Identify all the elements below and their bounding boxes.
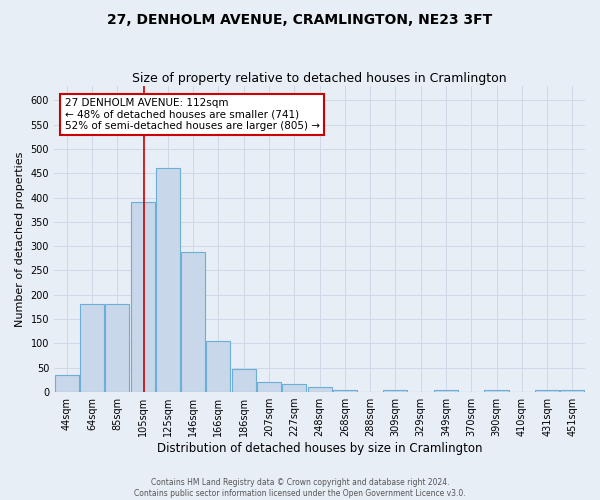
Text: Contains HM Land Registry data © Crown copyright and database right 2024.
Contai: Contains HM Land Registry data © Crown c… [134,478,466,498]
Bar [383,390,407,392]
Bar [131,202,155,392]
Bar [282,384,306,392]
Bar [257,382,281,392]
Bar [232,368,256,392]
Bar [308,387,332,392]
Bar [80,304,104,392]
Bar [484,390,509,392]
Bar [206,341,230,392]
X-axis label: Distribution of detached houses by size in Cramlington: Distribution of detached houses by size … [157,442,482,455]
Bar [181,252,205,392]
Text: 27 DENHOLM AVENUE: 112sqm
← 48% of detached houses are smaller (741)
52% of semi: 27 DENHOLM AVENUE: 112sqm ← 48% of detac… [65,98,320,131]
Bar [434,390,458,392]
Title: Size of property relative to detached houses in Cramlington: Size of property relative to detached ho… [132,72,507,85]
Bar [535,390,559,392]
Y-axis label: Number of detached properties: Number of detached properties [15,151,25,326]
Bar [333,390,357,392]
Bar [105,304,129,392]
Bar [560,390,584,392]
Text: 27, DENHOLM AVENUE, CRAMLINGTON, NE23 3FT: 27, DENHOLM AVENUE, CRAMLINGTON, NE23 3F… [107,12,493,26]
Bar [55,375,79,392]
Bar [156,168,180,392]
